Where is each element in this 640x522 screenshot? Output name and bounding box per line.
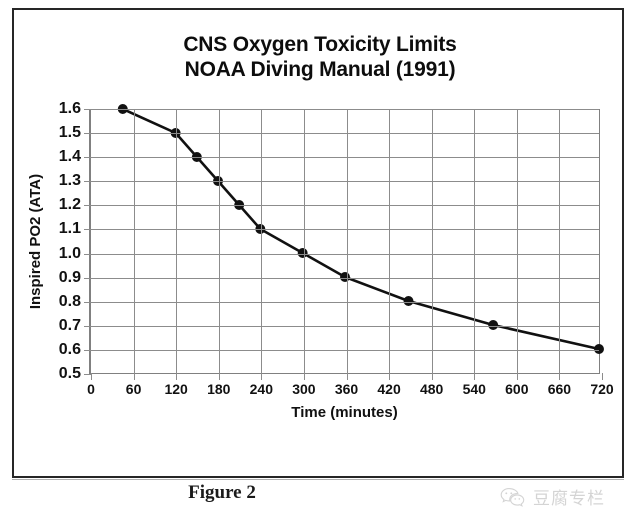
x-gridline	[346, 109, 348, 373]
x-axis-tick-label: 720	[590, 381, 614, 397]
chart-title-line1: CNS Oxygen Toxicity Limits	[183, 33, 457, 56]
x-axis-tick-label: 540	[462, 381, 486, 397]
y-gridline	[91, 325, 599, 327]
y-axis-tick	[84, 349, 91, 351]
data-point	[213, 176, 223, 186]
x-axis-tick-label: 360	[334, 381, 359, 397]
plot-block: Inspired PO2 (ATA) 0.5 0.6 0.7 0.8 0.9 1.0 1.1…	[14, 10, 626, 480]
watermark-label: 豆腐专栏	[533, 489, 605, 509]
y-gridline	[91, 109, 599, 110]
y-axis-title-label: Inspired PO2 (ATA)	[27, 173, 45, 310]
x-axis-tick	[133, 373, 135, 380]
x-gridline	[133, 109, 135, 373]
y-axis-tick	[84, 325, 91, 327]
y-axis-tick-label: 1.1	[58, 220, 81, 238]
x-gridline	[261, 109, 263, 373]
y-axis-tick-label: 1.2	[58, 196, 81, 214]
y-gridline	[91, 181, 599, 183]
y-axis-title: Inspired PO2 (ATA)	[24, 109, 48, 374]
x-axis-tick-label: 420	[377, 381, 401, 397]
caption-divider	[12, 479, 624, 480]
wechat-icon	[500, 487, 525, 507]
data-point	[594, 344, 604, 354]
y-axis-tick-label: 0.9	[58, 268, 81, 286]
x-axis-tick-label: 180	[207, 381, 231, 397]
y-axis-tick	[84, 205, 91, 207]
x-gridline	[218, 109, 220, 373]
y-axis-tick	[84, 157, 91, 159]
x-axis-tick-label: 300	[292, 381, 316, 397]
data-point	[403, 296, 414, 306]
figure-frame: CNS Oxygen Toxicity Limits NOAA Diving M…	[12, 8, 624, 478]
y-gridline	[91, 277, 599, 279]
data-point	[297, 248, 308, 258]
x-axis-tick-label: 600	[505, 381, 529, 397]
y-axis-tick	[84, 229, 91, 231]
x-axis-tick	[559, 373, 561, 380]
data-point	[191, 152, 202, 162]
x-axis-tick	[431, 373, 433, 380]
y-axis-tick-label: 1.4	[58, 148, 81, 166]
x-axis-tick-label: 0	[87, 381, 95, 397]
y-axis-tick	[84, 301, 91, 303]
x-gridline	[431, 109, 433, 373]
y-axis-tick-label: 1.6	[58, 100, 81, 117]
data-point	[170, 128, 181, 138]
y-axis-tick-label: 0.8	[58, 292, 81, 310]
x-gridline	[516, 109, 518, 373]
y-axis-tick-label: 0.7	[58, 316, 81, 334]
x-axis-tick-label: 120	[164, 381, 188, 397]
x-axis-tick	[176, 373, 178, 380]
y-axis-tick-label: 1.3	[58, 172, 81, 190]
x-axis-tick	[346, 373, 348, 380]
x-axis-tick-label: 480	[419, 381, 444, 397]
chart-title: CNS Oxygen Toxicity Limits NOAA Diving M…	[14, 32, 626, 82]
x-gridline	[389, 109, 391, 373]
figure-caption: Figure 2	[188, 482, 256, 503]
data-point	[234, 200, 245, 210]
x-axis-tick	[602, 373, 603, 380]
series-svg	[117, 104, 604, 354]
y-axis-tick-label: 0.6	[58, 340, 81, 358]
y-gridline	[91, 229, 599, 231]
x-axis-tick	[516, 373, 518, 380]
y-axis-tick	[84, 374, 91, 375]
x-axis-tick-label: 660	[547, 381, 572, 397]
y-axis-tick	[84, 277, 91, 279]
y-gridline	[91, 133, 599, 135]
x-axis-tick	[474, 373, 476, 380]
x-gridline	[176, 109, 178, 373]
y-gridline	[91, 253, 599, 255]
x-gridline	[474, 109, 476, 373]
x-axis-tick	[389, 373, 391, 380]
x-axis-tick-label: 240	[249, 381, 274, 397]
data-point	[255, 224, 266, 234]
x-gridline	[303, 109, 305, 373]
y-axis-tick-label: 1.5	[58, 124, 81, 142]
x-axis-tick-label: 60	[125, 381, 142, 397]
y-gridline	[91, 157, 599, 159]
x-axis-tick	[261, 373, 263, 380]
y-axis-tick-label: 1.0	[58, 244, 81, 262]
x-axis-tick	[91, 373, 92, 380]
x-axis-tick	[303, 373, 305, 380]
y-axis-tick	[84, 109, 91, 110]
watermark: 豆腐专栏	[500, 484, 605, 509]
x-axis-title: Time (minutes)	[291, 404, 398, 421]
y-axis-tick	[84, 253, 91, 255]
data-point	[488, 320, 499, 330]
x-gridline	[559, 109, 561, 373]
plot-area: 0.5 0.6 0.7 0.8 0.9 1.0 1.1 1.2 1.3 1.4 1.5 1.6 0 60 1…	[59, 100, 614, 397]
y-axis-tick-label: 0.5	[58, 365, 81, 382]
y-axis-tick	[84, 181, 91, 183]
x-axis-tick	[218, 373, 220, 380]
y-axis-tick	[84, 133, 91, 135]
y-gridline	[91, 349, 599, 351]
y-gridline	[91, 205, 599, 207]
y-gridline	[91, 301, 599, 303]
chart-title-line2: NOAA Diving Manual (1991)	[184, 58, 456, 81]
